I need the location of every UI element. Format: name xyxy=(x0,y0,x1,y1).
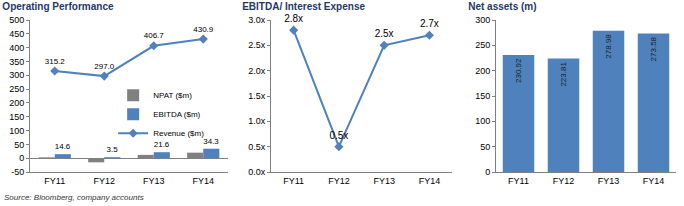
svg-text:0.5x: 0.5x xyxy=(248,142,266,152)
svg-text:250: 250 xyxy=(9,84,24,94)
svg-text:2.5x: 2.5x xyxy=(375,28,394,39)
svg-text:EBITDA/ Interest Expense: EBITDA/ Interest Expense xyxy=(242,1,365,12)
html-text:Source: Bloomberg, company acc: Source: Bloomberg, company accounts xyxy=(4,193,144,202)
svg-text:NPAT ($m): NPAT ($m) xyxy=(153,91,192,100)
svg-text:300: 300 xyxy=(475,15,490,25)
svg-text:406.7: 406.7 xyxy=(144,31,165,40)
svg-text:FY13: FY13 xyxy=(373,176,395,186)
svg-text:50: 50 xyxy=(480,142,490,152)
svg-text:14.6: 14.6 xyxy=(55,142,71,151)
svg-text:FY11: FY11 xyxy=(508,176,529,186)
svg-text:200: 200 xyxy=(9,98,24,108)
svg-text:FY11: FY11 xyxy=(283,176,304,186)
svg-text:297.0: 297.0 xyxy=(94,62,115,71)
svg-text:2.0x: 2.0x xyxy=(248,66,266,76)
svg-text:150: 150 xyxy=(475,91,490,101)
svg-text:-50: -50 xyxy=(11,167,24,177)
svg-text:100: 100 xyxy=(9,126,24,136)
svg-text:223.81: 223.81 xyxy=(559,62,568,87)
svg-text:0: 0 xyxy=(19,153,24,163)
svg-text:34.3: 34.3 xyxy=(203,137,219,146)
svg-text:FY12: FY12 xyxy=(553,176,575,186)
svg-text:2.8x: 2.8x xyxy=(284,13,303,24)
svg-text:Operating Performance: Operating Performance xyxy=(2,1,114,12)
svg-text:FY11: FY11 xyxy=(44,176,65,186)
svg-text:230.92: 230.92 xyxy=(514,58,523,83)
svg-text:3.5: 3.5 xyxy=(106,145,118,154)
svg-text:100: 100 xyxy=(475,116,490,126)
svg-text:0.5x: 0.5x xyxy=(329,130,348,141)
svg-text:150: 150 xyxy=(9,112,24,122)
svg-text:315.2: 315.2 xyxy=(45,57,66,66)
svg-text:21.6: 21.6 xyxy=(154,140,170,149)
svg-text:EBITDA ($m): EBITDA ($m) xyxy=(153,110,200,119)
svg-text:430.9: 430.9 xyxy=(193,25,214,34)
svg-text:400: 400 xyxy=(9,43,24,53)
svg-text:450: 450 xyxy=(9,29,24,39)
svg-text:0: 0 xyxy=(485,167,490,177)
svg-text:2.5x: 2.5x xyxy=(248,40,266,50)
svg-text:FY13: FY13 xyxy=(143,176,165,186)
svg-text:FY13: FY13 xyxy=(598,176,620,186)
svg-text:350: 350 xyxy=(9,57,24,67)
svg-text:0.0x: 0.0x xyxy=(248,167,266,177)
svg-text:1.0x: 1.0x xyxy=(248,116,266,126)
svg-text:2.7x: 2.7x xyxy=(420,18,439,29)
svg-text:FY12: FY12 xyxy=(328,176,350,186)
svg-text:Net assets (m): Net assets (m) xyxy=(468,1,536,12)
svg-text:300: 300 xyxy=(9,70,24,80)
svg-text:200: 200 xyxy=(475,66,490,76)
svg-text:50: 50 xyxy=(14,140,24,150)
svg-text:278.98: 278.98 xyxy=(604,34,613,59)
svg-text:273.58: 273.58 xyxy=(649,36,658,61)
svg-text:500: 500 xyxy=(9,15,24,25)
svg-text:250: 250 xyxy=(475,40,490,50)
svg-text:FY14: FY14 xyxy=(643,176,665,186)
svg-text:FY14: FY14 xyxy=(419,176,441,186)
svg-text:FY14: FY14 xyxy=(192,176,214,186)
svg-text:FY12: FY12 xyxy=(93,176,115,186)
svg-text:3.0x: 3.0x xyxy=(248,15,266,25)
svg-text:1.5x: 1.5x xyxy=(248,91,266,101)
svg-text:Revenue ($m): Revenue ($m) xyxy=(153,129,204,138)
